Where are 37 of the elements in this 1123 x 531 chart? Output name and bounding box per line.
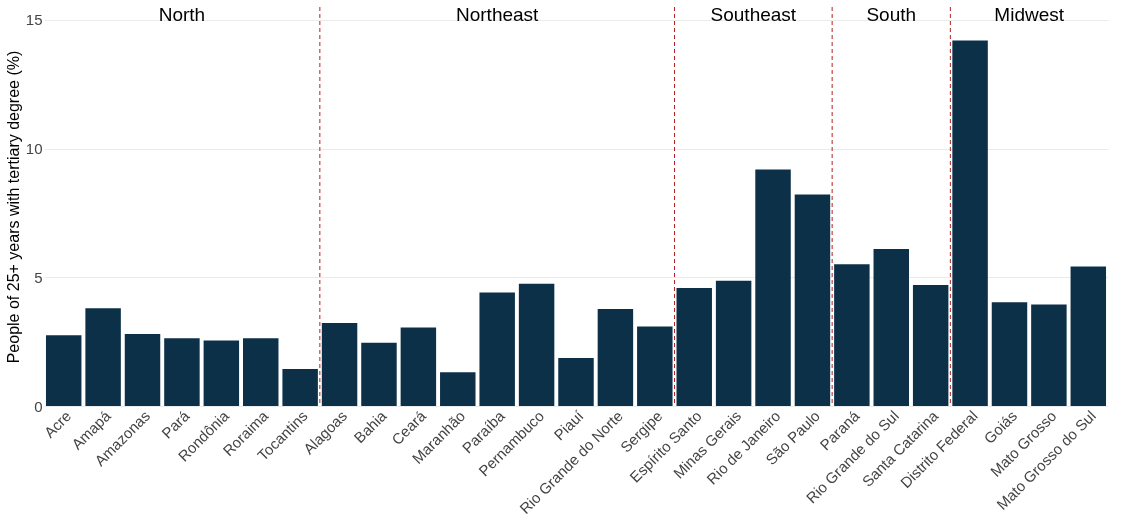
bar bbox=[518, 283, 555, 406]
bar bbox=[321, 323, 358, 406]
bar bbox=[243, 338, 279, 406]
bar bbox=[400, 327, 437, 406]
bar bbox=[912, 285, 949, 406]
bar bbox=[361, 342, 397, 406]
bar bbox=[715, 280, 752, 406]
y-tick-label: 5 bbox=[34, 268, 43, 286]
bar bbox=[834, 264, 870, 406]
bar bbox=[282, 368, 318, 406]
bar bbox=[124, 333, 161, 406]
bar bbox=[755, 169, 791, 406]
bar bbox=[873, 248, 909, 406]
bar bbox=[45, 335, 82, 406]
bar bbox=[440, 372, 476, 406]
bar bbox=[164, 338, 200, 406]
annotation: North bbox=[158, 4, 206, 25]
bar bbox=[991, 302, 1028, 406]
annotation: Midwest bbox=[994, 4, 1065, 25]
bar bbox=[1070, 266, 1107, 406]
y-tick-label: 15 bbox=[25, 11, 43, 29]
bar bbox=[479, 292, 515, 406]
bar bbox=[637, 326, 673, 406]
y-tick-label: 0 bbox=[34, 397, 43, 415]
annotation: Southeast bbox=[710, 4, 797, 25]
bar bbox=[85, 308, 121, 406]
annotation: Northeast bbox=[456, 4, 540, 25]
bar bbox=[676, 288, 712, 406]
bar bbox=[558, 358, 594, 406]
bar bbox=[597, 308, 634, 406]
bar bbox=[1031, 304, 1067, 406]
y-axis-title: People of 25+ years with tertiary degree (%) bbox=[4, 50, 22, 364]
annotation: South bbox=[866, 4, 917, 25]
bar bbox=[794, 194, 831, 406]
bar bbox=[952, 40, 988, 406]
bar bbox=[203, 340, 240, 406]
y-tick-label: 10 bbox=[25, 140, 43, 158]
